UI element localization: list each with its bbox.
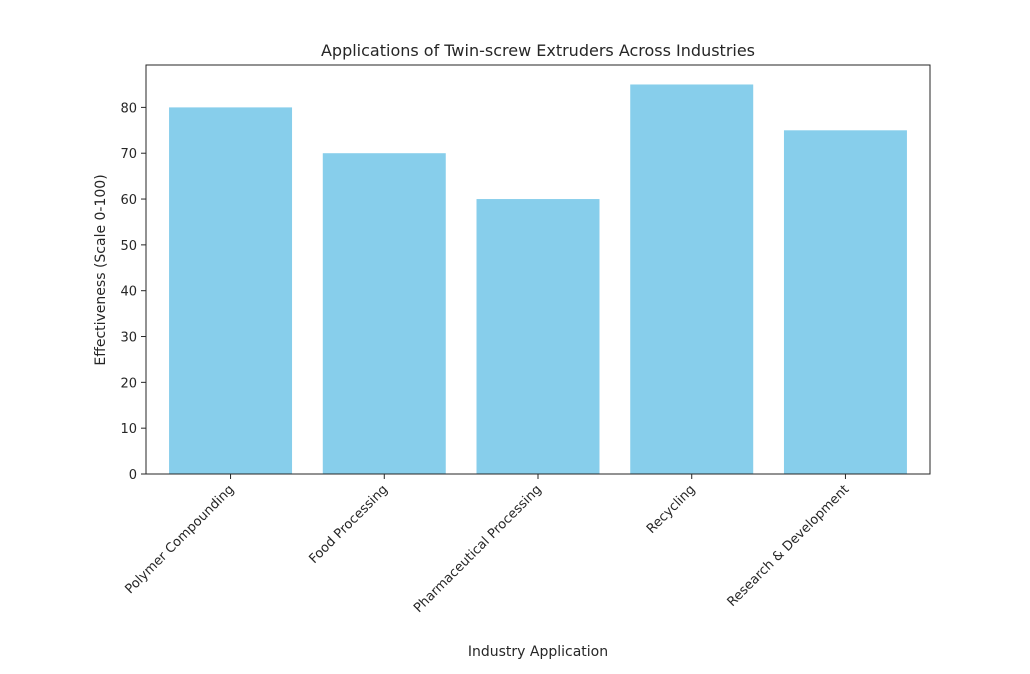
y-tick-label: 80 <box>120 101 137 116</box>
y-tick-label: 0 <box>129 468 137 483</box>
x-tick-label: Polymer Compounding <box>122 482 237 597</box>
bar <box>630 84 754 474</box>
bar <box>476 199 600 474</box>
y-axis-label: Effectiveness (Scale 0-100) <box>93 174 109 365</box>
bars-group <box>169 84 907 475</box>
x-tick-label: Recycling <box>644 482 699 537</box>
y-axis: 0 10 20 30 40 50 60 70 80 <box>120 101 146 483</box>
x-tick-label: Pharmaceutical Processing <box>411 482 545 616</box>
bar <box>169 107 293 475</box>
y-tick-label: 40 <box>120 285 137 300</box>
x-tick-label: Food Processing <box>306 482 391 567</box>
bar <box>783 130 907 474</box>
y-tick-label: 10 <box>120 422 137 437</box>
y-tick-label: 70 <box>120 147 137 162</box>
y-tick-label: 30 <box>120 331 137 346</box>
x-tick-label: Research & Development <box>725 482 853 610</box>
y-tick-label: 50 <box>120 239 137 254</box>
bar <box>322 153 446 474</box>
x-axis: Polymer Compounding Food Processing Pharma… <box>122 474 852 616</box>
y-tick-label: 60 <box>120 193 137 208</box>
x-axis-label: Industry Application <box>468 644 608 660</box>
y-tick-label: 20 <box>120 376 137 391</box>
chart-title: Applications of Twin-screw Extruders Acr… <box>321 41 755 60</box>
